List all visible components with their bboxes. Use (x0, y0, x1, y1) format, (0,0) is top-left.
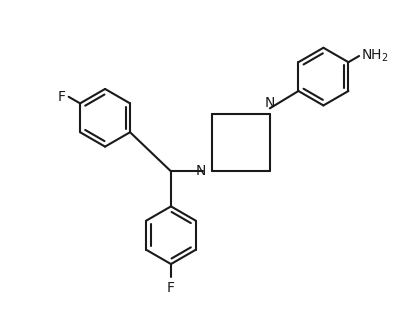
Text: N: N (265, 96, 275, 110)
Text: F: F (167, 281, 175, 295)
Text: F: F (57, 90, 66, 104)
Text: N: N (196, 164, 206, 178)
Text: NH$_2$: NH$_2$ (361, 48, 389, 64)
